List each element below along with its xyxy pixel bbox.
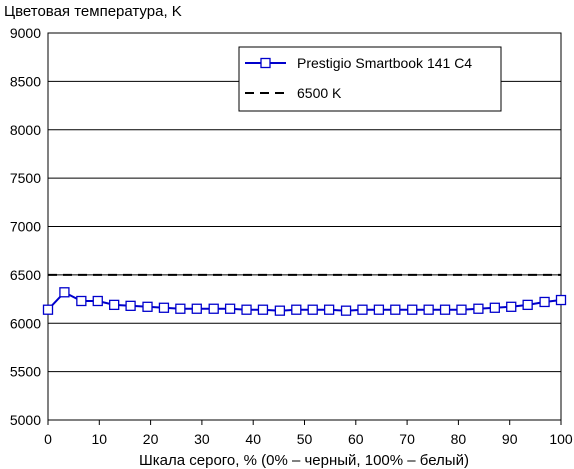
data-point [208,303,219,314]
x-tick-label: 80 [451,431,467,447]
data-point [291,304,302,315]
x-ticks: 0 10 20 30 40 50 60 70 80 90 100 [44,420,573,447]
x-tick-label: 20 [143,431,159,447]
y-axis-title: Цветовая температура, K [4,3,182,20]
data-point [456,304,467,315]
legend-label-0: Prestigio Smartbook 141 C4 [297,55,472,71]
y-tick-label: 8500 [10,73,41,89]
data-point [125,300,136,311]
x-tick-label: 40 [245,431,261,447]
data-point [473,303,484,314]
y-tick-label: 6000 [10,315,41,331]
data-point [42,304,54,315]
y-tick-label: 5000 [10,412,41,428]
series-layer [42,273,567,316]
data-point [407,304,418,315]
y-tick-label: 5500 [10,364,41,380]
y-tick-label: 8000 [10,122,41,138]
legend-marker-0 [260,57,271,69]
data-point [158,302,170,313]
series-line-0 [47,291,562,312]
x-tick-label: 90 [502,431,518,447]
legend-label-1: 6500 K [297,85,342,101]
x-tick-label: 0 [44,431,52,447]
data-point [76,295,87,307]
x-tick-label: 30 [194,431,210,447]
data-point [307,304,318,315]
data-point [224,303,236,314]
data-point [522,299,533,311]
data-point [373,304,385,315]
data-point [92,295,103,307]
data-point [340,305,352,316]
data-point [489,302,500,313]
x-tick-label: 10 [92,431,108,447]
y-tick-label: 9000 [10,25,41,41]
x-tick-label: 70 [399,431,415,447]
data-point [439,304,451,315]
data-point [423,304,434,315]
data-point [257,304,269,315]
data-point [390,304,401,315]
legend: Prestigio Smartbook 141 C4 6500 K [238,46,502,112]
x-tick-label: 100 [549,431,573,447]
y-tick-label: 7000 [10,219,41,235]
data-point [274,305,286,316]
data-point [323,304,335,315]
data-point [109,299,120,311]
y-tick-label: 7500 [10,170,41,186]
data-point [357,304,368,315]
y-ticks: 5000 5500 6000 6500 7000 7500 8000 8500 9000 [10,25,41,428]
x-axis-title: Шкала серого, % (0% – черный, 100% – бел… [139,452,469,469]
data-point [175,303,186,314]
data-point [59,287,70,298]
data-point [539,296,550,308]
data-point [506,301,517,312]
y-tick-label: 6500 [10,267,41,283]
data-point [555,294,567,306]
x-tick-label: 60 [348,431,364,447]
data-point [142,301,153,312]
x-tick-label: 50 [297,431,313,447]
data-point [191,303,202,314]
data-point [241,304,252,315]
legend-box [238,46,502,112]
